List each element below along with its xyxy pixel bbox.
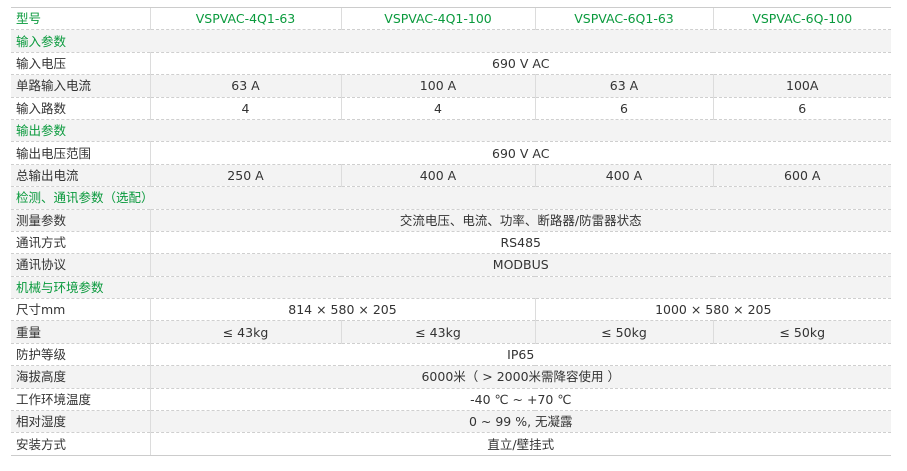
row-value: ≤ 43kg — [340, 320, 535, 344]
row-value: 直立/壁挂式 — [149, 432, 891, 456]
row-value: 400 A — [340, 163, 535, 188]
spec-table-container: 型号 VSPVAC-4Q1-63 VSPVAC-4Q1-100 VSPVAC-6… — [11, 6, 891, 456]
table-row: 重量 ≤ 43kg ≤ 43kg ≤ 50kg ≤ 50kg — [11, 320, 891, 344]
row-label: 通讯协议 — [11, 253, 150, 277]
header-label: 型号 — [11, 6, 150, 31]
row-value: 100 A — [340, 74, 535, 98]
table-row: 输入路数 4 4 6 6 — [11, 96, 891, 120]
row-label: 安装方式 — [11, 432, 150, 456]
row-label: 输入路数 — [11, 96, 150, 120]
row-label: 通讯方式 — [11, 230, 150, 255]
row-label: 相对湿度 — [11, 410, 150, 434]
row-value: 690 V AC — [149, 141, 891, 165]
row-value: MODBUS — [149, 253, 891, 277]
table-row: 测量参数 交流电压、电流、功率、断路器/防雷器状态 — [11, 208, 891, 232]
row-value: 1000 × 580 × 205 — [534, 298, 891, 322]
row-value: -40 ℃ ~ +70 ℃ — [149, 387, 891, 412]
table-row: 通讯协议 MODBUS — [11, 253, 891, 277]
row-value: 63 A — [149, 74, 341, 98]
row-value: ≤ 43kg — [149, 320, 341, 344]
row-label: 总输出电流 — [11, 163, 150, 188]
table-row: 通讯方式 RS485 — [11, 230, 891, 255]
row-value: 250 A — [149, 163, 341, 188]
row-label: 输入电压 — [11, 51, 150, 76]
row-value: IP65 — [149, 342, 891, 367]
row-value: 814 × 580 × 205 — [149, 298, 535, 322]
row-label: 单路输入电流 — [11, 74, 150, 98]
table-row: 尺寸mm 814 × 580 × 205 1000 × 580 × 205 — [11, 298, 891, 322]
row-value: 6 — [712, 96, 891, 120]
row-value: 100A — [712, 74, 891, 98]
table-row: 总输出电流 250 A 400 A 400 A 600 A — [11, 163, 891, 188]
row-label: 测量参数 — [11, 208, 150, 232]
table-row: 输入电压 690 V AC — [11, 51, 891, 76]
section-title-monitoring: 检测、通讯参数（选配） — [11, 186, 891, 210]
header-row: 型号 VSPVAC-4Q1-63 VSPVAC-4Q1-100 VSPVAC-6… — [11, 6, 891, 31]
row-value: 4 — [340, 96, 535, 120]
row-value: 600 A — [712, 163, 891, 188]
row-label: 防护等级 — [11, 342, 150, 367]
spec-table: 型号 VSPVAC-4Q1-63 VSPVAC-4Q1-100 VSPVAC-6… — [11, 6, 891, 456]
row-value: ≤ 50kg — [712, 320, 891, 344]
model-name: VSPVAC-4Q1-100 — [340, 6, 535, 31]
section-row: 输出参数 — [11, 118, 891, 143]
section-title-input: 输入参数 — [11, 29, 891, 53]
table-row: 单路输入电流 63 A 100 A 63 A 100A — [11, 74, 891, 98]
row-label: 海拔高度 — [11, 365, 150, 389]
row-value: 交流电压、电流、功率、断路器/防雷器状态 — [149, 208, 891, 232]
table-row: 防护等级 IP65 — [11, 342, 891, 367]
section-title-mechanical: 机械与环境参数 — [11, 275, 891, 300]
row-label: 输出电压范围 — [11, 141, 150, 165]
row-value: 690 V AC — [149, 51, 891, 76]
table-row: 安装方式 直立/壁挂式 — [11, 432, 891, 456]
row-value: 6000米（ > 2000米需降容使用 ） — [149, 365, 891, 389]
row-label: 工作环境温度 — [11, 387, 150, 412]
model-name: VSPVAC-6Q-100 — [712, 6, 891, 31]
section-title-output: 输出参数 — [11, 118, 891, 143]
row-value: 63 A — [534, 74, 713, 98]
row-value: 400 A — [534, 163, 713, 188]
section-row: 输入参数 — [11, 29, 891, 53]
row-label: 重量 — [11, 320, 150, 344]
row-value: ≤ 50kg — [534, 320, 713, 344]
model-name: VSPVAC-4Q1-63 — [149, 6, 341, 31]
row-label: 尺寸mm — [11, 298, 150, 322]
row-value: RS485 — [149, 230, 891, 255]
table-row: 工作环境温度 -40 ℃ ~ +70 ℃ — [11, 387, 891, 412]
section-row: 机械与环境参数 — [11, 275, 891, 300]
table-row: 输出电压范围 690 V AC — [11, 141, 891, 165]
row-value: 6 — [534, 96, 713, 120]
section-row: 检测、通讯参数（选配） — [11, 186, 891, 210]
table-row: 相对湿度 0 ~ 99 %, 无凝露 — [11, 410, 891, 434]
row-value: 0 ~ 99 %, 无凝露 — [149, 410, 891, 434]
table-row: 海拔高度 6000米（ > 2000米需降容使用 ） — [11, 365, 891, 389]
row-value: 4 — [149, 96, 341, 120]
model-name: VSPVAC-6Q1-63 — [534, 6, 713, 31]
